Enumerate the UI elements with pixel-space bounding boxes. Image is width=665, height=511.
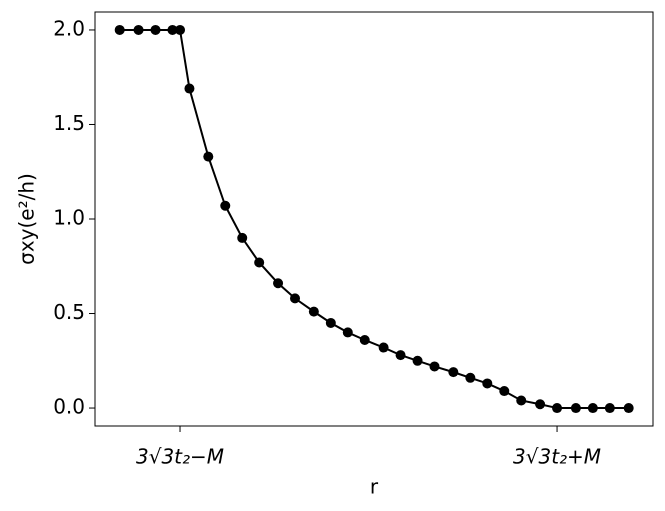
point — [254, 257, 265, 268]
point — [378, 342, 389, 353]
point — [184, 83, 195, 94]
y-tick-label: 0.5 — [53, 300, 85, 324]
point — [465, 372, 476, 383]
point — [499, 386, 510, 397]
point — [237, 232, 248, 243]
y-tick-label: 0.0 — [53, 395, 85, 419]
point — [395, 350, 406, 361]
point — [203, 151, 214, 162]
point — [587, 403, 598, 414]
point — [482, 378, 493, 389]
point — [220, 200, 231, 211]
point — [359, 334, 370, 345]
point — [429, 361, 440, 372]
point — [290, 293, 301, 304]
x-axis-label: r — [370, 475, 379, 499]
point — [604, 403, 615, 414]
point — [342, 327, 353, 338]
point — [167, 24, 178, 35]
y-axis-label: σxy(e²/h) — [15, 173, 39, 265]
y-tick-label: 2.0 — [53, 16, 85, 40]
point — [552, 403, 563, 414]
point — [448, 367, 459, 378]
line — [119, 28, 629, 410]
point — [175, 24, 186, 35]
point — [623, 403, 634, 414]
point — [516, 395, 527, 406]
x-tick-label: 3√3t₂−M — [136, 445, 224, 469]
y-tick-label: 1.5 — [53, 111, 85, 135]
point — [273, 278, 284, 289]
point — [570, 403, 581, 414]
x-tick-label: 3√3t₂+M — [513, 445, 601, 469]
point — [133, 24, 144, 35]
point — [412, 355, 423, 366]
point — [325, 317, 336, 328]
plot-frame — [94, 11, 654, 427]
point — [308, 306, 319, 317]
y-tick-label: 1.0 — [53, 206, 85, 230]
point — [535, 399, 546, 410]
point — [150, 24, 161, 35]
point — [114, 24, 125, 35]
